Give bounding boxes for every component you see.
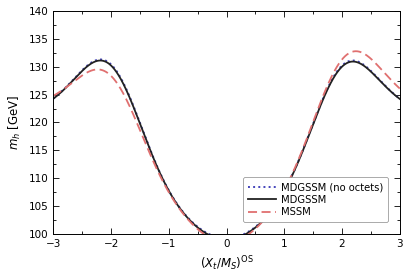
MDGSSM [224, 238, 229, 241]
MDGSSM (no octets) [72, 76, 77, 80]
MDGSSM (no octets) [252, 225, 257, 228]
MDGSSM [314, 113, 319, 116]
MDGSSM (no octets) [98, 58, 103, 61]
MSSM [313, 111, 318, 115]
MDGSSM [261, 217, 266, 221]
MSSM [72, 79, 77, 83]
MDGSSM [51, 97, 56, 101]
MSSM [261, 218, 266, 221]
Line: MDGSSM (no octets): MDGSSM (no octets) [53, 59, 399, 238]
MDGSSM (no octets) [261, 217, 266, 220]
MSSM [252, 227, 257, 231]
MSSM [223, 241, 228, 244]
Y-axis label: $m_h$ [GeV]: $m_h$ [GeV] [7, 95, 23, 150]
MDGSSM (no octets) [349, 59, 354, 62]
MSSM [51, 94, 56, 97]
MDGSSM (no octets) [314, 112, 319, 115]
MDGSSM (no octets) [224, 237, 229, 240]
MDGSSM [349, 60, 354, 63]
MDGSSM [252, 226, 257, 229]
MDGSSM [396, 97, 401, 101]
Legend: MDGSSM (no octets), MDGSSM, MSSM: MDGSSM (no octets), MDGSSM, MSSM [242, 177, 387, 222]
MDGSSM [72, 77, 77, 80]
Line: MDGSSM: MDGSSM [53, 60, 399, 239]
X-axis label: $(X_t/M_S)^{\mathrm{OS}}$: $(X_t/M_S)^{\mathrm{OS}}$ [199, 254, 253, 273]
Line: MSSM: MSSM [53, 51, 399, 242]
MSSM [349, 50, 354, 53]
MDGSSM (no octets) [396, 97, 401, 101]
MDGSSM (no octets) [51, 97, 56, 100]
MSSM [396, 87, 401, 90]
MDGSSM (no octets) [272, 204, 276, 207]
MSSM [353, 50, 357, 53]
MSSM [271, 204, 276, 208]
MDGSSM [272, 204, 276, 208]
MDGSSM [97, 59, 102, 62]
